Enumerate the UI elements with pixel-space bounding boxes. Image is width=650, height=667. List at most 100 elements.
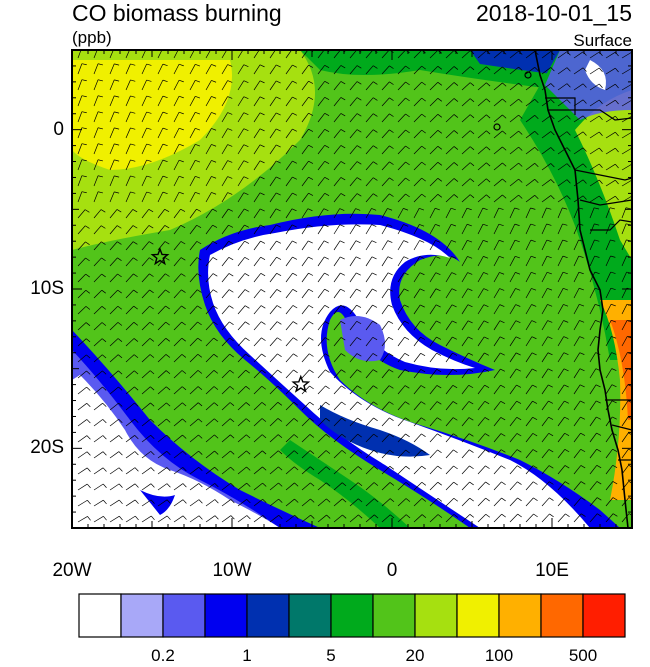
wind-barb-shaft xyxy=(445,66,455,75)
wind-barb-shaft xyxy=(381,433,390,443)
wind-barb-shaft xyxy=(93,159,99,171)
wind-barb-flag xyxy=(196,257,202,261)
wind-barb-flag xyxy=(260,240,266,244)
wind-barb-shaft xyxy=(125,50,130,59)
wind-barb-shaft xyxy=(109,306,119,315)
wind-barb-flag xyxy=(499,288,505,291)
wind-barb-shaft xyxy=(509,98,519,107)
wind-barb-shaft xyxy=(333,305,341,315)
wind-barb-shaft xyxy=(525,417,533,427)
wind-barb-shaft xyxy=(173,96,180,107)
wind-barb-flag xyxy=(150,434,155,439)
wind-barb-shaft xyxy=(237,418,247,427)
wind-barb-shaft xyxy=(253,257,261,267)
wind-barb-flag xyxy=(86,435,91,440)
wind-barb-shaft xyxy=(621,271,627,283)
wind-barb-flag xyxy=(405,433,410,438)
wind-barb-flag xyxy=(468,401,474,405)
wind-barb-shaft xyxy=(461,66,471,75)
wind-barb-shaft xyxy=(525,207,531,219)
wind-barb-shaft xyxy=(477,130,487,139)
wind-barb-flag xyxy=(340,177,346,181)
wind-barb-shaft xyxy=(509,82,519,91)
colorbar-label: 5 xyxy=(326,646,336,665)
wind-barb-shaft xyxy=(381,320,389,331)
wind-barb-flag xyxy=(118,467,123,472)
wind-barb-shaft xyxy=(397,417,406,427)
wind-barb-flag xyxy=(182,483,187,488)
wind-barb-shaft xyxy=(349,145,358,155)
wind-barb-shaft xyxy=(493,449,502,459)
wind-barb-shaft xyxy=(525,481,534,491)
wind-barb-flag xyxy=(469,98,475,103)
wind-barb-flag xyxy=(580,465,586,469)
wind-barb-shaft xyxy=(413,177,422,187)
wind-barb-shaft xyxy=(493,288,500,299)
wind-barb-shaft xyxy=(109,289,118,299)
wind-barb-flag xyxy=(166,483,171,488)
wind-barb-shaft xyxy=(493,98,503,107)
wind-barb-shaft xyxy=(429,130,439,139)
wind-barb-flag xyxy=(196,273,202,277)
wind-barb-flag xyxy=(197,321,202,326)
wind-barb-shaft xyxy=(157,305,166,315)
wind-barb-flag xyxy=(469,162,475,167)
wind-barb-shaft xyxy=(205,289,214,299)
wind-barb-flag xyxy=(421,177,426,182)
wind-barb-shaft xyxy=(237,305,246,315)
wind-barb-flag xyxy=(421,481,427,486)
wind-barb-shaft xyxy=(237,321,246,331)
wind-barb-shaft xyxy=(605,432,613,443)
wind-barb-flag xyxy=(419,256,425,259)
wind-barb-shaft xyxy=(285,240,293,251)
wind-barb-flag xyxy=(262,466,267,471)
wind-barb-flag xyxy=(580,448,586,453)
wind-barb-shaft xyxy=(317,482,327,491)
wind-barb-flag xyxy=(516,368,521,372)
wind-barb-flag xyxy=(579,352,585,355)
wind-barb-flag xyxy=(452,320,457,324)
wind-barb-flag xyxy=(485,465,490,469)
wind-barb-flag xyxy=(435,304,441,308)
wind-barb-flag xyxy=(149,273,154,277)
wind-barb-shaft xyxy=(125,386,135,395)
wind-barb-shaft xyxy=(253,434,263,443)
wind-barb-flag xyxy=(339,224,345,228)
wind-barb-flag xyxy=(598,195,603,201)
wind-barb-flag xyxy=(130,63,136,66)
wind-barb-flag xyxy=(130,79,136,82)
wind-barb-flag xyxy=(340,81,346,85)
wind-barb-flag xyxy=(148,209,154,213)
wind-barb-flag xyxy=(114,95,120,98)
wind-barb-flag xyxy=(502,194,507,199)
wind-barb-flag xyxy=(102,402,107,407)
wind-barb-flag xyxy=(181,273,186,277)
wind-barb-flag xyxy=(146,191,152,194)
wind-barb-shaft xyxy=(381,498,391,507)
x-tick-label: 10W xyxy=(212,560,252,581)
wind-barb-flag xyxy=(609,207,615,210)
wind-barb-flag xyxy=(548,465,554,469)
wind-barb-shaft xyxy=(221,241,229,251)
wind-barb-shaft xyxy=(205,499,216,507)
wind-barb-shaft xyxy=(141,111,147,123)
wind-barb-flag xyxy=(579,304,585,307)
wind-barb-flag xyxy=(357,417,362,422)
wind-barb-shaft xyxy=(573,481,582,491)
wind-barb-flag xyxy=(102,435,107,440)
wind-barb-shaft xyxy=(157,241,166,251)
wind-barb-flag xyxy=(435,240,441,243)
wind-barb-shaft xyxy=(397,304,405,315)
wind-barb-flag xyxy=(578,271,584,275)
wind-barb-flag xyxy=(227,192,233,195)
wind-barb-flag xyxy=(373,113,378,117)
wind-barb-shaft xyxy=(445,162,455,171)
wind-barb-shaft xyxy=(301,176,309,187)
wind-barb-shaft xyxy=(525,288,532,299)
wind-barb-shaft xyxy=(365,113,374,123)
wind-barb-shaft xyxy=(509,50,519,59)
wind-barb-flag xyxy=(100,225,106,229)
wind-barb-flag xyxy=(229,321,234,325)
wind-barb-shaft xyxy=(125,241,134,251)
wind-barb-flag xyxy=(515,336,521,340)
